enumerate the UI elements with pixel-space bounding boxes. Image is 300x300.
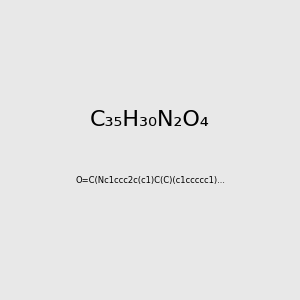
Text: C₃₅H₃₀N₂O₄: C₃₅H₃₀N₂O₄ bbox=[90, 110, 210, 130]
Text: O=C(Nc1ccc2c(c1)C(C)(c1ccccc1)...: O=C(Nc1ccc2c(c1)C(C)(c1ccccc1)... bbox=[75, 176, 225, 184]
